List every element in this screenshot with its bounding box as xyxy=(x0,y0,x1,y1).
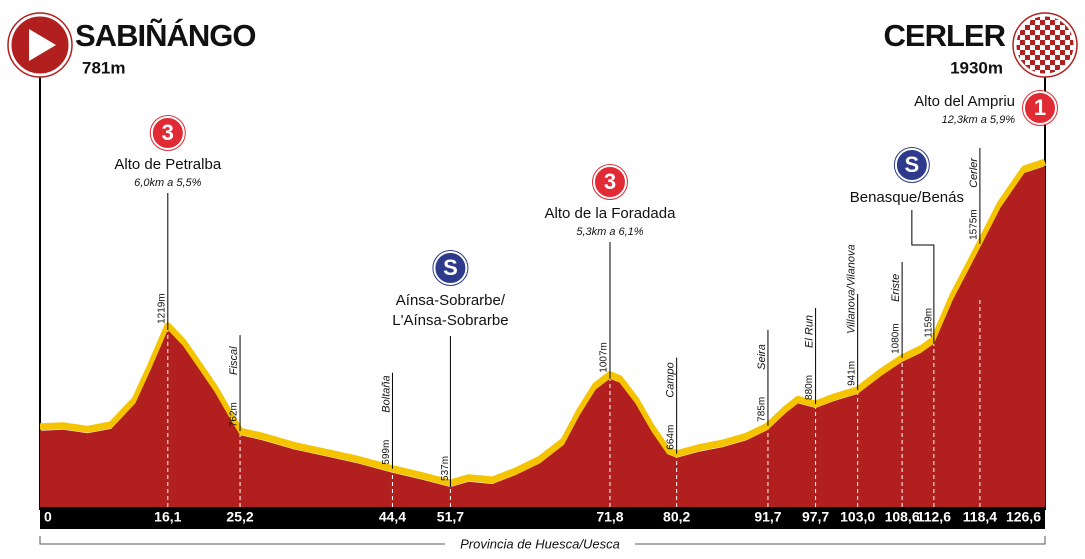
climb-category: 3 xyxy=(604,169,616,194)
km-label: 112,6 xyxy=(917,509,951,525)
waypoint-name: Villanova/Vilanova xyxy=(846,244,858,334)
km-label: 103,0 xyxy=(840,509,875,525)
sprint-marker-ring xyxy=(432,250,469,286)
finish-icon-ring xyxy=(1012,12,1078,78)
climb-name: Alto de Petralba xyxy=(114,156,221,173)
climb-category-bg xyxy=(1023,91,1057,125)
km-label: 118,4 xyxy=(963,509,997,525)
climb-category: 3 xyxy=(162,120,174,145)
start-icon-ring xyxy=(7,12,73,78)
sprint-name: L'Aínsa-Sobrarbe xyxy=(392,312,508,329)
sprint-marker-bg xyxy=(894,148,929,182)
waypoint-name: El Run xyxy=(803,315,815,348)
region-label: Provincia de Huesca/Uesca xyxy=(460,536,620,551)
km-label: 97,7 xyxy=(802,509,829,525)
climb-category: 1 xyxy=(1034,95,1046,120)
climb-category-bg xyxy=(150,116,185,150)
start-elevation: 781m xyxy=(82,58,125,77)
sprint-elevation: 1159m xyxy=(924,308,935,338)
waypoint-name: Boltaña xyxy=(380,375,392,412)
waypoint-elevation: 664m xyxy=(665,425,676,450)
finish-name: CERLER xyxy=(884,18,1006,53)
sprint-marker: S xyxy=(905,152,920,177)
sprint-marker: S xyxy=(443,255,458,280)
climb-elevation: 1007m xyxy=(599,342,610,373)
start-arrow xyxy=(29,29,56,61)
climb-detail: 6,0km a 5,5% xyxy=(134,177,201,189)
km-bar xyxy=(40,507,1045,529)
waypoint-name: Cerler xyxy=(968,157,980,188)
km-label: 44,4 xyxy=(379,509,406,525)
km-label: 108,6 xyxy=(885,509,920,525)
climb-name: Alto del Ampriu xyxy=(914,93,1015,110)
waypoint-name: Seira xyxy=(756,344,768,370)
finish-elevation: 1930m xyxy=(950,58,1003,77)
km-label: 16,1 xyxy=(154,509,181,525)
km-label: 91,7 xyxy=(754,509,781,525)
km-label: 126,6 xyxy=(1006,509,1041,525)
climb-category-bg xyxy=(592,165,627,199)
climb-edge xyxy=(39,158,1047,487)
waypoint-elevation: 941m xyxy=(846,361,857,386)
waypoint-elevation: 1575m xyxy=(969,209,980,240)
sprint-line xyxy=(911,210,935,344)
sprint-name: Aínsa-Sobrarbe/ xyxy=(396,292,506,309)
climb-detail: 12,3km a 5,9% xyxy=(942,114,1016,126)
km-label: 80,2 xyxy=(663,509,690,525)
waypoint-elevation: 762m xyxy=(229,402,240,427)
climb-category-ring xyxy=(1022,90,1058,126)
profile-area xyxy=(40,166,1045,507)
sprint-marker-bg xyxy=(433,251,468,285)
km-label: 25,2 xyxy=(226,509,253,525)
waypoint-name: Campo xyxy=(665,362,677,397)
waypoint-elevation: 785m xyxy=(757,397,768,422)
climb-elevation: 1219m xyxy=(156,293,167,324)
km-label: 0 xyxy=(44,509,52,525)
sprint-elevation: 537m xyxy=(440,456,451,481)
km-label: 51,7 xyxy=(437,509,464,525)
waypoint-elevation: 599m xyxy=(381,440,392,465)
finish-icon xyxy=(1013,13,1077,77)
sprint-marker-ring xyxy=(893,147,930,183)
climb-category-ring xyxy=(149,115,186,151)
climb-detail: 5,3km a 6,1% xyxy=(576,226,643,238)
waypoint-elevation: 1080m xyxy=(891,323,902,354)
waypoint-name: Fiscal xyxy=(228,346,240,375)
climb-category-ring xyxy=(591,164,628,200)
start-name: SABIÑÁNGO xyxy=(75,18,255,53)
km-label: 71,8 xyxy=(596,509,623,525)
waypoint-elevation: 880m xyxy=(804,375,815,400)
waypoint-name: Eriste xyxy=(890,274,902,302)
climb-name: Alto de la Foradada xyxy=(545,205,677,222)
sprint-name: Benasque/Benás xyxy=(850,189,964,206)
region-bg xyxy=(445,536,635,552)
